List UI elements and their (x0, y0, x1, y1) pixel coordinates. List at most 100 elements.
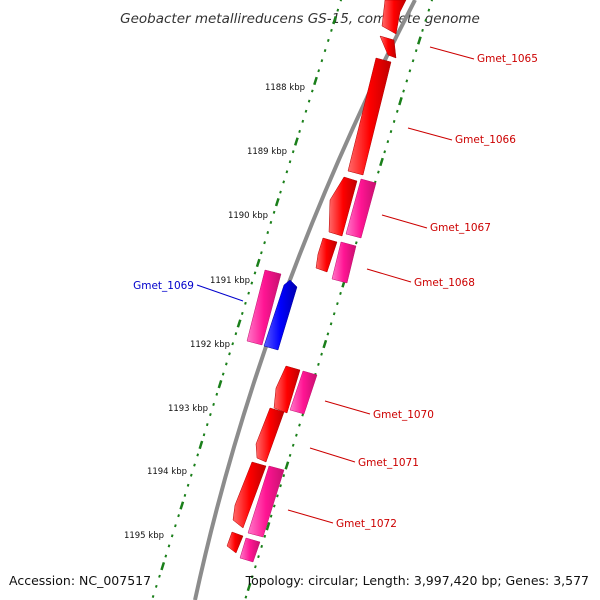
inner-ring-major-tick (417, 36, 422, 45)
outer-ring-minor-tick (174, 524, 177, 528)
outer-ring-minor-tick (209, 412, 212, 417)
inner-ring-minor-tick (317, 362, 320, 366)
leader-gmet-1066 (407, 127, 453, 141)
gene-label-gmet-1070[interactable]: Gmet_1070 (373, 409, 434, 421)
inner-ring-minor-tick (272, 504, 276, 508)
inner-ring-minor-tick (291, 443, 295, 447)
outer-ring-major-tick (274, 198, 280, 207)
gene-arrow-gmet-1072-reverse[interactable] (247, 465, 285, 538)
outer-ring-minor-tick (250, 281, 254, 285)
gene-arrow-gmet-1065[interactable] (379, 35, 397, 59)
outer-ring-minor-tick (247, 291, 250, 295)
outer-ring-minor-tick (269, 220, 273, 225)
outer-ring-minor-tick (154, 584, 158, 588)
inner-ring-minor-tick (269, 514, 273, 518)
topology-text: Topology: circular; Length: 3,997,420 bp… (245, 573, 589, 588)
inner-ring-minor-tick (386, 140, 390, 144)
leader-gmet-1071 (309, 447, 356, 463)
gene-arrow-gmet-1070-reverse[interactable] (289, 370, 318, 415)
inner-ring-minor-tick (414, 49, 418, 53)
inner-ring-major-tick (265, 522, 271, 531)
outer-ring-minor-tick (304, 109, 308, 113)
gene-label-gmet-1066[interactable]: Gmet_1066 (455, 134, 516, 146)
inner-ring-minor-tick (411, 59, 415, 63)
gene-arrow-gmet-1069[interactable] (263, 279, 298, 351)
outer-ring-major-tick (236, 319, 242, 328)
outer-ring-major-tick (179, 501, 185, 510)
inner-ring-major-tick (246, 582, 252, 592)
inner-ring-minor-tick (263, 534, 267, 538)
outer-ring-minor-tick (231, 342, 235, 346)
gene-arrow-top-red[interactable] (381, 0, 407, 35)
gene-label-gmet-1065[interactable]: Gmet_1065 (477, 53, 538, 65)
gene-arrow-gmet-1070-forward[interactable] (273, 365, 301, 414)
outer-ring-minor-tick (234, 332, 238, 336)
outer-ring-minor-tick (260, 251, 263, 255)
gene-arrow-gmet-1067-forward[interactable] (328, 176, 358, 237)
scale-label-1192: 1192 kbp (190, 340, 230, 350)
gene-arrow-bottom-forward[interactable] (226, 531, 244, 554)
scale-label-1191: 1191 kbp (210, 276, 250, 286)
outer-ring-minor-tick (336, 8, 340, 12)
gene-label-gmet-1067[interactable]: Gmet_1067 (430, 222, 491, 234)
outer-ring-minor-tick (183, 493, 187, 497)
inner-ring-minor-tick (329, 322, 333, 326)
gene-arrow-gmet-1068-forward[interactable] (315, 237, 338, 273)
gene-label-gmet-1069[interactable]: Gmet_1069 (133, 280, 194, 292)
gene-arrow-gmet-1072-forward[interactable] (232, 461, 267, 529)
gene-arrow-bottom-reverse[interactable] (239, 537, 261, 563)
outer-ring-minor-tick (189, 473, 193, 477)
inner-ring-minor-tick (282, 474, 286, 478)
outer-ring-minor-tick (282, 180, 286, 184)
gene-arrow-gmet-1071[interactable] (255, 407, 285, 463)
gene-label-gmet-1068[interactable]: Gmet_1068 (414, 277, 475, 289)
leader-gmet-1067 (381, 214, 428, 229)
outer-ring-minor-tick (196, 453, 200, 457)
inner-ring-minor-tick (326, 332, 330, 336)
leader-lines (196, 46, 475, 524)
scale-label-1195: 1195 kbp (124, 531, 164, 541)
accession-text: Accession: NC_007517 (9, 573, 152, 588)
inner-ring-major-tick (322, 339, 328, 349)
outer-ring-minor-tick (205, 423, 209, 427)
inner-ring-minor-tick (389, 129, 393, 134)
inner-ring-minor-tick (254, 565, 257, 569)
gene-label-gmet-1072[interactable]: Gmet_1072 (336, 518, 397, 530)
inner-ring-minor-tick (383, 150, 387, 154)
outer-ring-minor-tick (301, 119, 305, 123)
inner-ring-minor-tick (260, 544, 264, 549)
scale-label-1190: 1190 kbp (228, 211, 268, 221)
outer-ring-minor-tick (266, 231, 270, 235)
outer-ring-minor-tick (167, 544, 171, 548)
inner-ring-minor-tick (402, 89, 405, 93)
inner-ring-minor-tick (430, 0, 434, 2)
inner-ring-minor-tick (276, 494, 279, 498)
inner-ring-minor-tick (257, 555, 260, 559)
outer-tick-ring (151, 0, 343, 599)
gene-arrow-gmet-1066[interactable] (347, 57, 392, 176)
inner-ring-minor-tick (427, 8, 431, 12)
gene-label-gmet-1071[interactable]: Gmet_1071 (358, 457, 419, 469)
outer-ring-minor-tick (272, 210, 276, 214)
outer-ring-minor-tick (244, 301, 247, 305)
gene-arrow-gmet-1068-reverse[interactable] (331, 241, 357, 284)
inner-ring-minor-tick (408, 69, 412, 73)
scale-labels: 1188 kbp 1189 kbp 1190 kbp 1191 kbp 1192… (124, 83, 305, 541)
inner-ring-major-tick (398, 97, 403, 106)
outer-ring-minor-tick (151, 594, 155, 599)
inner-ring-minor-tick (298, 423, 301, 427)
inner-ring-minor-tick (295, 433, 298, 437)
gene-arrow-gmet-1069-reverse[interactable] (246, 269, 282, 346)
outer-ring-minor-tick (164, 554, 168, 558)
outer-ring-minor-tick (339, 0, 343, 2)
scale-label-1188: 1188 kbp (265, 83, 305, 93)
inner-ring-minor-tick (336, 302, 339, 306)
outer-ring-minor-tick (193, 463, 196, 467)
outer-ring-minor-tick (310, 89, 314, 93)
outer-ring-major-tick (313, 76, 318, 86)
inner-ring-minor-tick (301, 413, 305, 417)
gene-arrow-gmet-1067-reverse[interactable] (345, 178, 377, 239)
inner-ring-major-tick (379, 157, 384, 167)
inner-ring-minor-tick (320, 352, 323, 356)
